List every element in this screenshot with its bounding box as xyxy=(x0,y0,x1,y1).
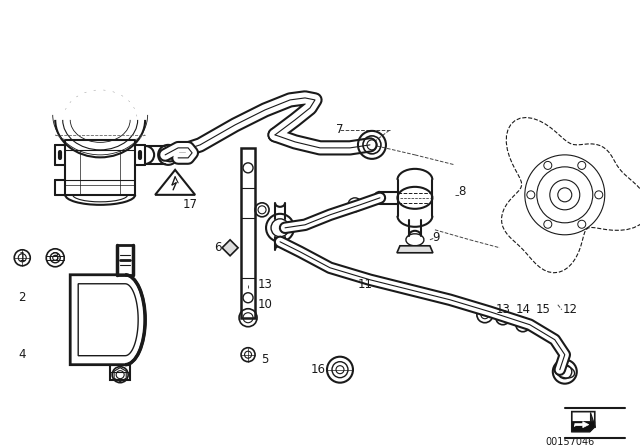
Text: 13: 13 xyxy=(495,303,510,316)
Text: 7: 7 xyxy=(336,123,344,136)
Text: 13: 13 xyxy=(258,278,273,291)
Text: 3: 3 xyxy=(52,251,59,264)
Text: 12: 12 xyxy=(563,303,577,316)
Text: 6: 6 xyxy=(214,241,222,254)
Text: 8: 8 xyxy=(458,185,465,198)
Text: 5: 5 xyxy=(261,353,269,366)
Text: 15: 15 xyxy=(536,303,550,316)
Polygon shape xyxy=(572,422,595,431)
Polygon shape xyxy=(590,412,595,426)
Text: 9: 9 xyxy=(432,231,440,244)
Text: 11: 11 xyxy=(358,278,372,291)
Polygon shape xyxy=(397,246,433,253)
Text: 10: 10 xyxy=(258,298,273,311)
Text: 14: 14 xyxy=(515,303,531,316)
Polygon shape xyxy=(222,240,238,256)
Text: 4: 4 xyxy=(19,348,26,361)
Text: 00157046: 00157046 xyxy=(545,437,595,447)
Text: 16: 16 xyxy=(310,363,326,376)
Text: 2: 2 xyxy=(19,291,26,304)
Text: 17: 17 xyxy=(182,198,198,211)
Polygon shape xyxy=(575,422,589,428)
Text: 1: 1 xyxy=(19,251,26,264)
